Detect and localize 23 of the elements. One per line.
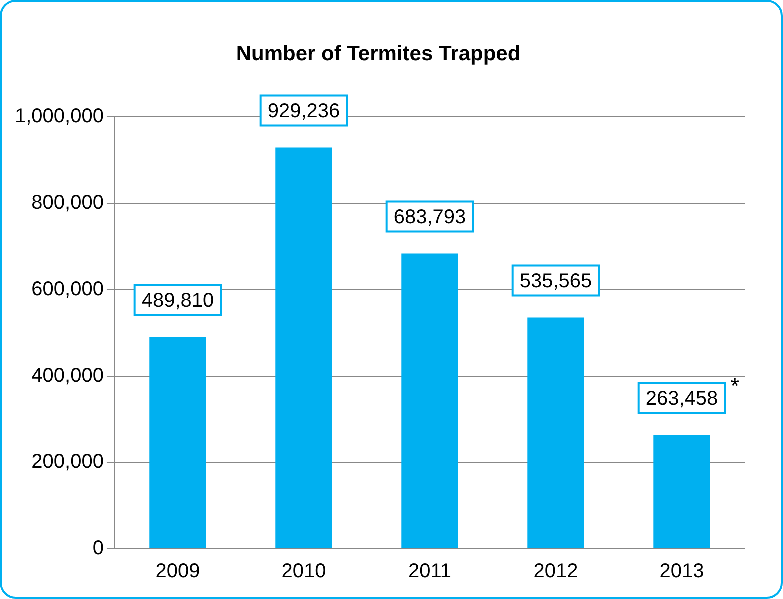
data-label: 683,793 — [394, 206, 466, 228]
data-label: 263,458 — [646, 388, 718, 410]
bar — [654, 435, 710, 548]
x-tick-label: 2012 — [534, 560, 578, 583]
data-label: 535,565 — [520, 270, 592, 292]
bar — [150, 338, 206, 548]
x-tick-label: 2013 — [660, 560, 704, 583]
y-tick-label: 600,000 — [32, 278, 104, 300]
bar — [402, 254, 458, 548]
bar — [528, 318, 584, 548]
y-tick-label: 800,000 — [32, 192, 104, 214]
y-tick-label: 200,000 — [32, 451, 104, 474]
data-label: 929,236 — [268, 100, 340, 122]
data-label: 489,810 — [142, 290, 214, 312]
y-tick-label: 1,000,000 — [14, 106, 104, 128]
y-tick-label: 0 — [92, 538, 104, 560]
y-tick-label: 400,000 — [32, 364, 104, 387]
annotation: * — [730, 373, 740, 398]
chart-title: Number of Termites Trapped — [236, 42, 521, 66]
bar — [276, 148, 332, 548]
x-tick-label: 2010 — [282, 560, 326, 583]
x-tick-label: 2011 — [408, 560, 452, 583]
x-tick-label: 2009 — [156, 560, 200, 583]
